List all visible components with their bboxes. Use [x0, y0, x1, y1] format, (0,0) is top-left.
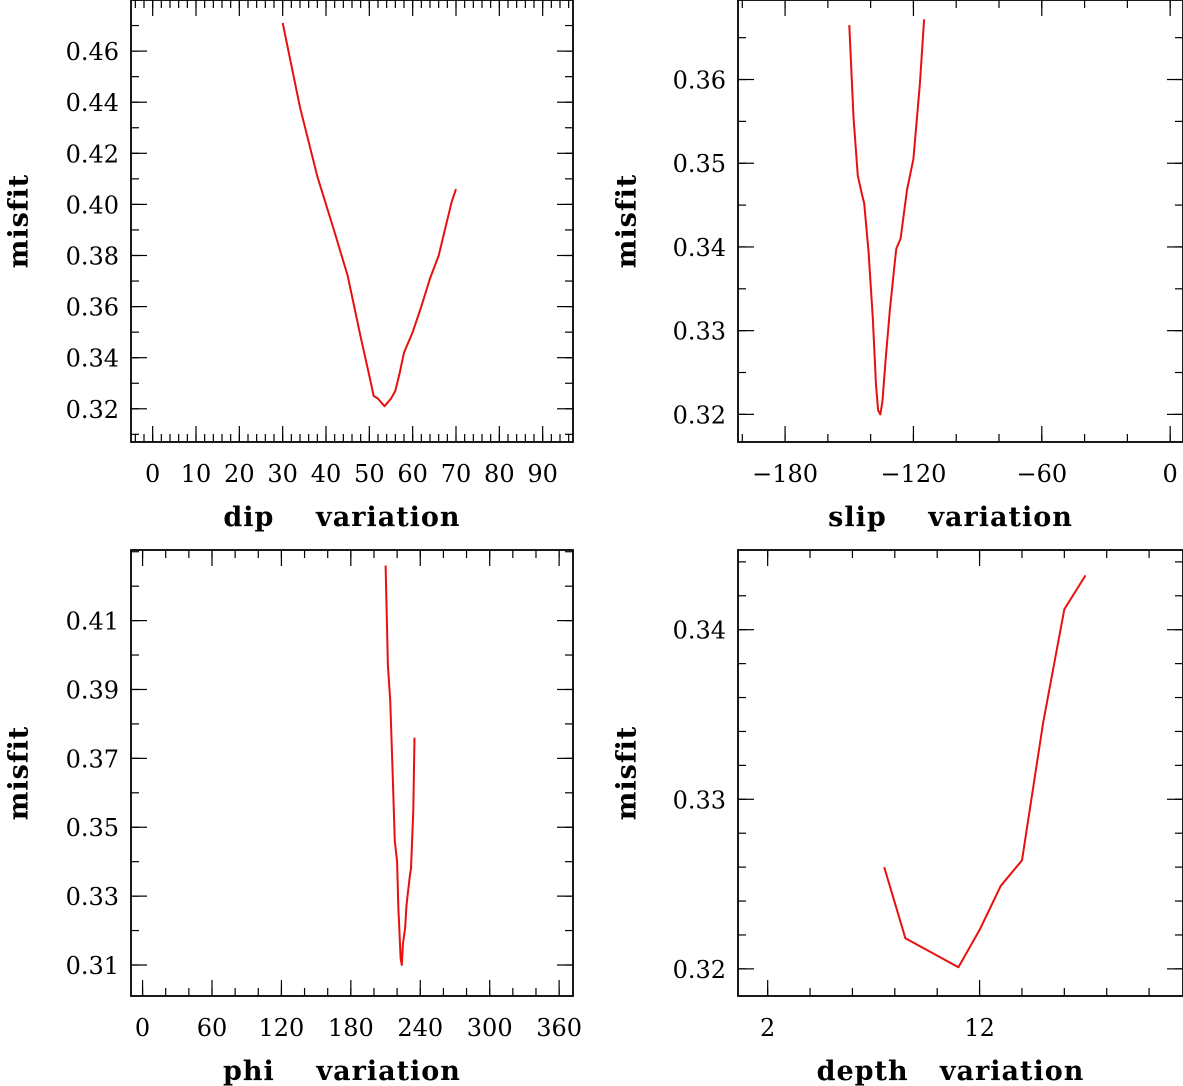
plot-frame	[130, 0, 574, 443]
x-tick-label: 0	[135, 1014, 150, 1042]
y-tick-label: 0.33	[673, 318, 726, 346]
x-tick-label: 120	[259, 1014, 305, 1042]
y-tick-label: 0.46	[66, 38, 119, 66]
x-tick-label: −180	[752, 460, 818, 488]
y-axis-label: misfit	[4, 174, 35, 268]
x-tick-label: 90	[527, 460, 558, 488]
x-tick-label: 30	[267, 460, 298, 488]
plot-frame	[130, 549, 574, 997]
x-tick-label: 60	[197, 1014, 228, 1042]
y-axis-label: misfit	[4, 726, 35, 820]
y-tick-label: 0.34	[673, 234, 726, 262]
x-axis-label: dip variation	[223, 502, 460, 533]
y-tick-label: 0.34	[66, 345, 119, 373]
x-axis-label: depth variation	[817, 1056, 1085, 1086]
x-tick-label: 300	[467, 1014, 513, 1042]
y-tick-label: 0.32	[673, 956, 726, 984]
y-tick-label: 0.39	[66, 676, 119, 704]
chart-panel-depth: 2 12 0.32 0.33 0.34 depth variation misfit	[612, 549, 1183, 1086]
x-tick-label: 80	[484, 460, 515, 488]
x-tick-label: 2	[760, 1014, 775, 1042]
chart-panel-phi: 0 60 120 180 240 300 360 0.31 0.33 0.35 0.37 0.39 0.…	[4, 549, 582, 1086]
misfit-curve	[883, 574, 1087, 969]
x-tick-label: 0	[1163, 460, 1178, 488]
x-tick-label: 60	[397, 460, 428, 488]
plot-frame	[737, 549, 1183, 997]
y-tick-label: 0.35	[673, 150, 726, 178]
x-tick-label: 70	[441, 460, 472, 488]
x-tick-label: 240	[397, 1014, 443, 1042]
y-tick-label: 0.34	[673, 617, 726, 645]
y-tick-label: 0.33	[673, 786, 726, 814]
x-tick-label: −60	[1016, 460, 1067, 488]
y-tick-label: 0.37	[66, 745, 119, 773]
y-tick-label: 0.32	[673, 401, 726, 429]
x-tick-label: 360	[536, 1014, 582, 1042]
y-tick-label: 0.38	[66, 242, 119, 270]
x-tick-label: 20	[224, 460, 255, 488]
plot-frame	[737, 0, 1183, 443]
y-tick-label: 0.31	[66, 952, 119, 980]
x-tick-label: 180	[328, 1014, 374, 1042]
misfit-curve	[848, 19, 926, 416]
misfit-curve	[384, 565, 416, 966]
y-tick-label: 0.36	[673, 67, 726, 95]
y-tick-label: 0.36	[66, 294, 119, 322]
y-axis-label: misfit	[612, 174, 643, 268]
y-tick-label: 0.35	[66, 814, 119, 842]
chart-panel-dip: 0 10 20 30 40 50 60 70 80 90 0.32 0.34 0.36 0.38 0.40 0…	[4, 0, 574, 533]
x-tick-label: 12	[964, 1014, 995, 1042]
y-tick-label: 0.42	[66, 140, 119, 168]
y-tick-label: 0.44	[66, 89, 119, 117]
x-tick-label: 40	[311, 460, 342, 488]
y-tick-label: 0.32	[66, 396, 119, 424]
x-tick-label: −120	[880, 460, 946, 488]
x-tick-label: 0	[145, 460, 160, 488]
y-tick-label: 0.40	[66, 191, 119, 219]
y-axis-label: misfit	[612, 726, 643, 820]
y-tick-label: 0.41	[66, 608, 119, 636]
x-tick-label: 50	[354, 460, 385, 488]
x-axis-label: phi variation	[223, 1056, 461, 1086]
y-tick-label: 0.33	[66, 883, 119, 911]
x-axis-label: slip variation	[828, 502, 1073, 533]
chart-panel-slip: −180 −120 −60 0 0.32 0.33 0.34 0.35 0.36 slip var…	[612, 0, 1183, 533]
misfit-curve	[281, 22, 457, 408]
x-tick-label: 10	[181, 460, 212, 488]
